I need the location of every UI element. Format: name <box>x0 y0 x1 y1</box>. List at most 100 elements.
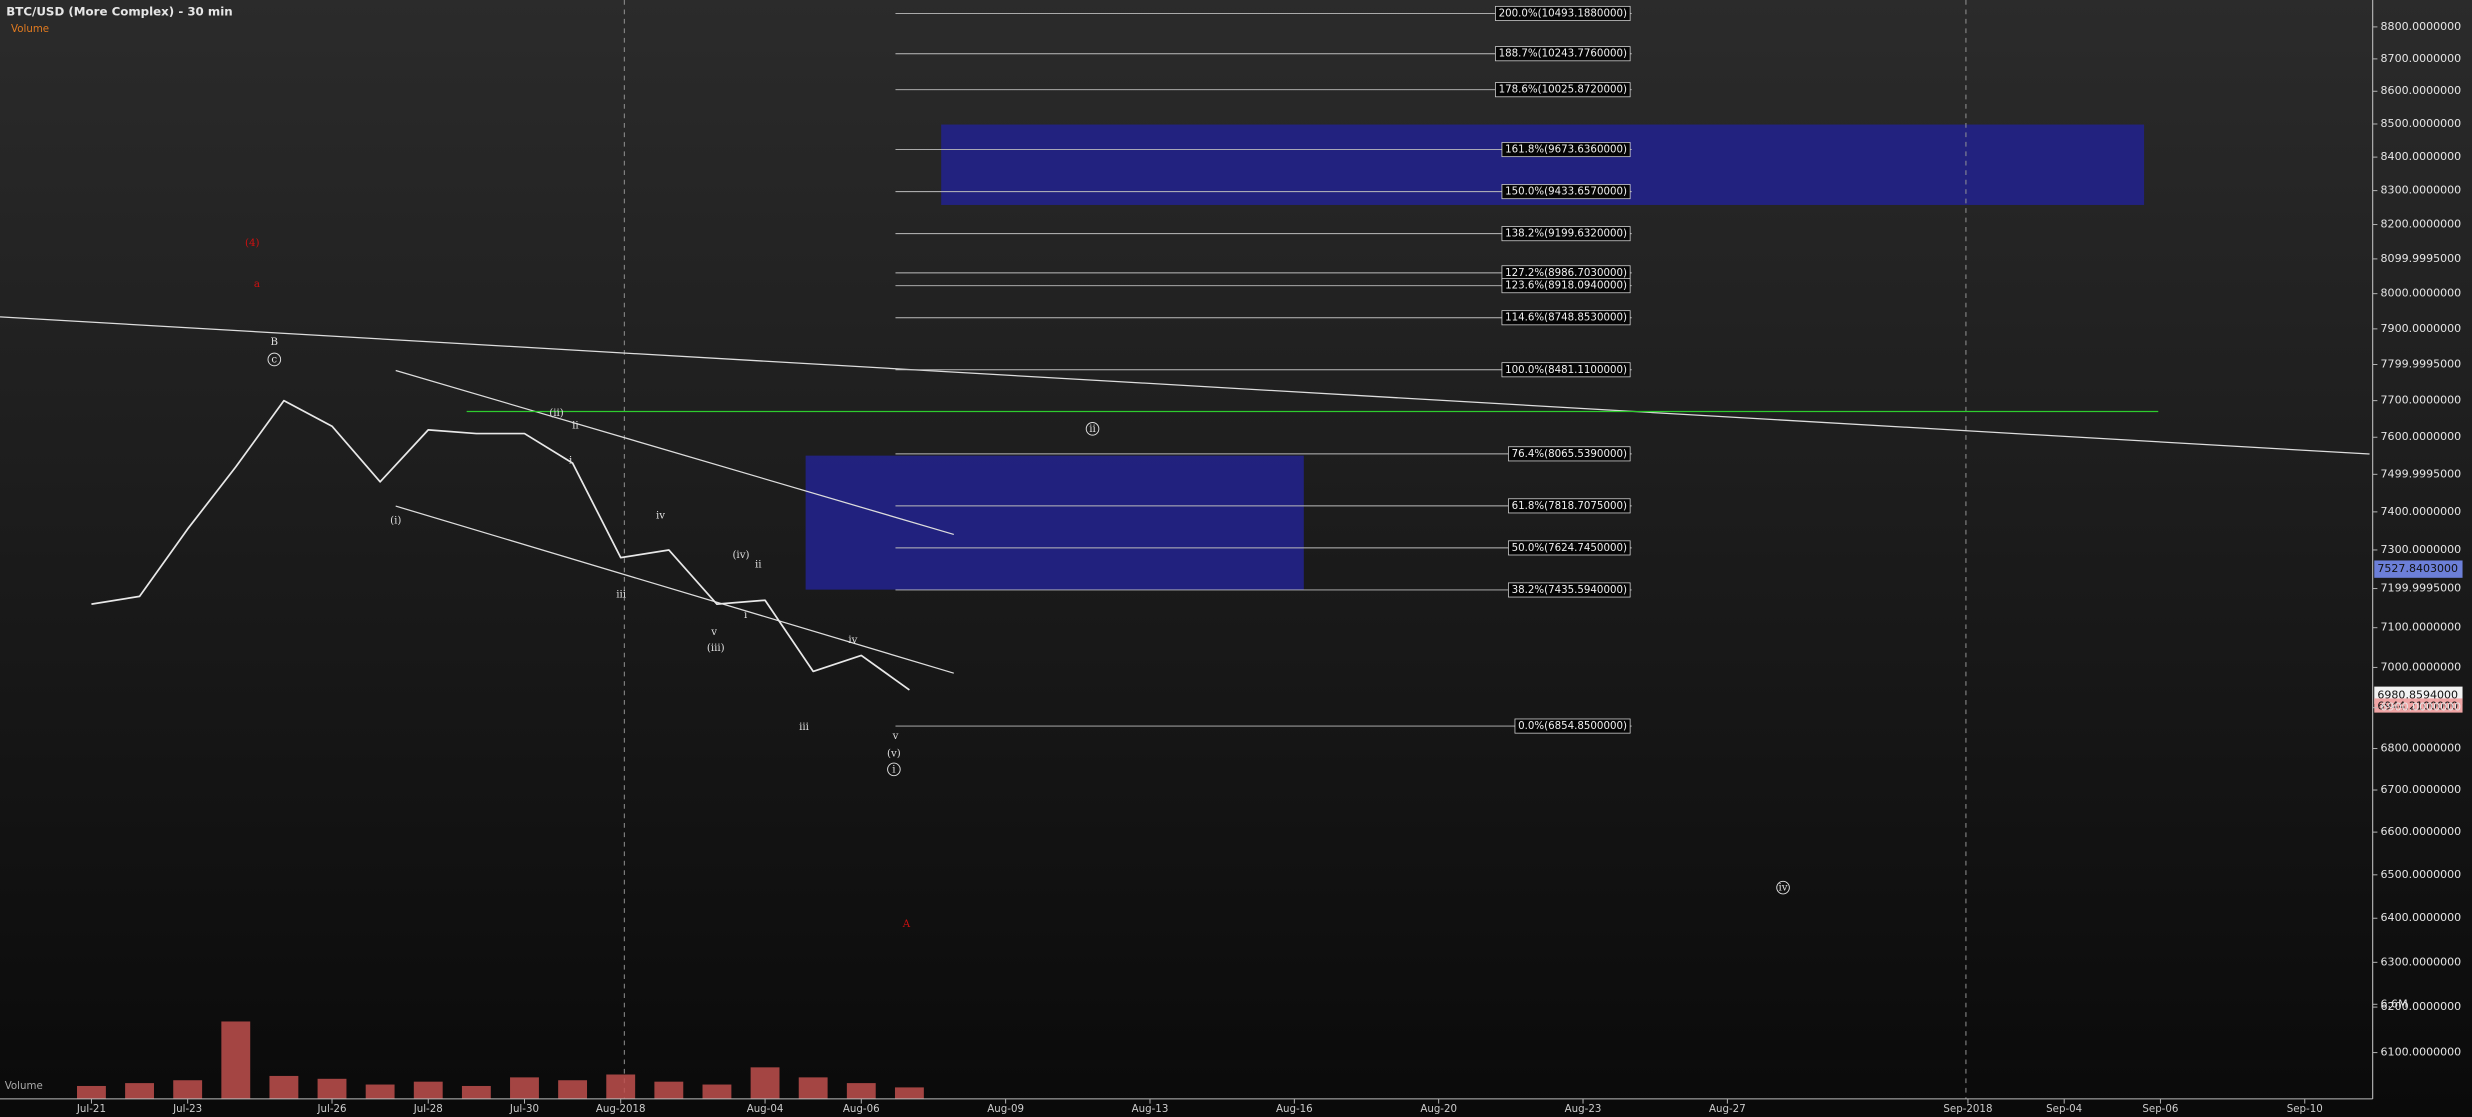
wave-label: i <box>569 454 573 466</box>
volume-label: Volume <box>5 1080 43 1092</box>
wave-label: (4) <box>245 237 260 249</box>
wave-label: i <box>892 763 896 775</box>
wave-label: a <box>254 278 260 290</box>
volume-bar <box>846 1083 876 1099</box>
fib-label: 161.8%(9673.6360000) <box>1505 144 1627 156</box>
y-tick-label: 8000.0000000 <box>2381 287 2462 300</box>
volume-label: Volume <box>11 23 49 35</box>
y-tick-label: 7000.0000000 <box>2381 660 2462 673</box>
trendline <box>395 369 954 536</box>
x-tick-label: Jul-23 <box>172 1103 202 1115</box>
y-tick-label: 8300.0000000 <box>2381 184 2462 197</box>
wave-label: c <box>271 353 277 365</box>
x-tick-label: Aug-27 <box>1709 1103 1746 1115</box>
data: 200.0%(10493.1880000) 188.7%(10243.776000… <box>77 5 1632 1099</box>
fib-label: 114.6%(8748.8530000) <box>1505 312 1627 324</box>
y-tick-label: 8099.9995000 <box>2381 252 2462 265</box>
x-tick-label: Aug-23 <box>1565 1103 1602 1115</box>
wave-label: (iii) <box>707 642 725 654</box>
fib-label: 200.0%(10493.1880000) <box>1499 7 1627 19</box>
x-tick-label: Sep-06 <box>2142 1103 2178 1115</box>
fib-label-box <box>1501 362 1631 378</box>
y-tick-label: 6300.0000000 <box>2381 955 2462 968</box>
y-tick-label: 8600.0000000 <box>2381 84 2462 97</box>
y-tick-label: 7100.0000000 <box>2381 621 2462 634</box>
volume-bar <box>317 1078 347 1099</box>
fib-label: 178.6%(10025.8720000) <box>1499 84 1627 96</box>
fib-label: 150.0%(9433.6570000) <box>1505 186 1627 198</box>
wave-label: iii <box>616 588 627 600</box>
wave-label: ii <box>1089 423 1096 435</box>
price-marker-box <box>2374 698 2463 713</box>
target-zone <box>805 455 1304 590</box>
y-tick-label: 6400.0000000 <box>2381 911 2462 924</box>
fib-label: 50.0%(7624.7450000) <box>1512 542 1627 554</box>
y-tick-label: 7400.0000000 <box>2381 505 2462 518</box>
wave-circle <box>267 352 282 367</box>
x-tick-label: Aug-16 <box>1276 1103 1313 1115</box>
y-tick-label: 6700.0000000 <box>2381 783 2462 796</box>
price-marker: 6980.8594000 <box>2377 688 2458 701</box>
fib-label: 0.0%(6854.8500000) <box>1518 720 1627 732</box>
wave-label: ii <box>572 420 579 432</box>
volume-bar <box>654 1081 684 1099</box>
volume-bar <box>173 1080 203 1099</box>
fib-label: 100.0%(8481.1100000) <box>1505 364 1627 376</box>
fib-label-box <box>1508 446 1631 462</box>
fib-label: 123.6%(8918.0940000) <box>1505 280 1627 292</box>
wave-label: iv <box>656 510 665 522</box>
wave-label: (v) <box>887 748 901 760</box>
volume-bar <box>269 1075 299 1099</box>
fib-label-box <box>1501 142 1631 158</box>
x-tick-label: Jul-21 <box>76 1103 106 1115</box>
y-tick-label: 7199.9995000 <box>2381 582 2462 595</box>
volume-bar <box>798 1077 828 1099</box>
y-tick-label: 6500.0000000 <box>2381 868 2462 881</box>
wave-label: (i) <box>390 514 401 526</box>
price-marker-box <box>2374 560 2463 578</box>
y-tick-label: 7300.0000000 <box>2381 543 2462 556</box>
y-tick-label: 7700.0000000 <box>2381 394 2462 407</box>
fib-label: 188.7%(10243.7760000) <box>1499 48 1627 60</box>
x-tick-label: Aug-20 <box>1420 1103 1457 1115</box>
y-tick-label: 8200.0000000 <box>2381 218 2462 231</box>
trendline <box>395 505 954 674</box>
x-tick-label: Sep-2018 <box>1943 1103 1992 1115</box>
fib-label-box <box>1495 82 1631 98</box>
wave-label: A <box>902 918 911 930</box>
wave-label: B <box>271 336 279 348</box>
fib-label-box <box>1508 498 1631 514</box>
price-line <box>91 399 910 691</box>
volume-bar <box>125 1083 154 1099</box>
fib-label-box <box>1495 5 1631 21</box>
wave-label: (ii) <box>549 407 564 419</box>
y-tick-label: 6600.0000000 <box>2381 825 2462 838</box>
fib-label: 61.8%(7818.7075000) <box>1512 500 1627 512</box>
x-tick-label: Jul-26 <box>316 1103 346 1115</box>
y-tick-label: 7799.9995000 <box>2381 358 2462 371</box>
fib-label-box <box>1501 310 1631 326</box>
fib-label-box <box>1508 540 1631 556</box>
fib-label-box <box>1501 184 1631 200</box>
price-marker: 7527.8403000 <box>2377 562 2458 575</box>
fib-label: 138.2%(9199.6320000) <box>1505 228 1627 240</box>
wave-label: i <box>744 609 748 621</box>
volume-bar <box>77 1085 106 1099</box>
annotations: (4) a B c (i) (ii) ii i iii iv v (iii) (… <box>245 237 1790 930</box>
y-tick-label: 8800.0000000 <box>2381 20 2462 33</box>
fib-label: 76.4%(8065.5390000) <box>1512 448 1627 460</box>
wave-label: iv <box>848 634 857 646</box>
wave-circle <box>1776 880 1790 895</box>
x-tick-label: Aug-2018 <box>596 1103 646 1115</box>
volume-bar <box>606 1074 636 1099</box>
wave-label: iv <box>1779 882 1788 894</box>
y-tick-label: 7900.0000000 <box>2381 322 2462 335</box>
y-tick-label: 6100.0000000 <box>2381 1046 2462 1059</box>
y-tick-label: 7600.0000000 <box>2381 430 2462 443</box>
wave-label: (iv) <box>732 549 749 561</box>
fib-label-box <box>1501 226 1631 242</box>
y-tick-label: 8400.0000000 <box>2381 150 2462 163</box>
x-tick-label: Sep-04 <box>2046 1103 2082 1115</box>
volume-tick-label: 6.6M <box>2381 997 2408 1010</box>
fib-label-box <box>1514 718 1631 734</box>
